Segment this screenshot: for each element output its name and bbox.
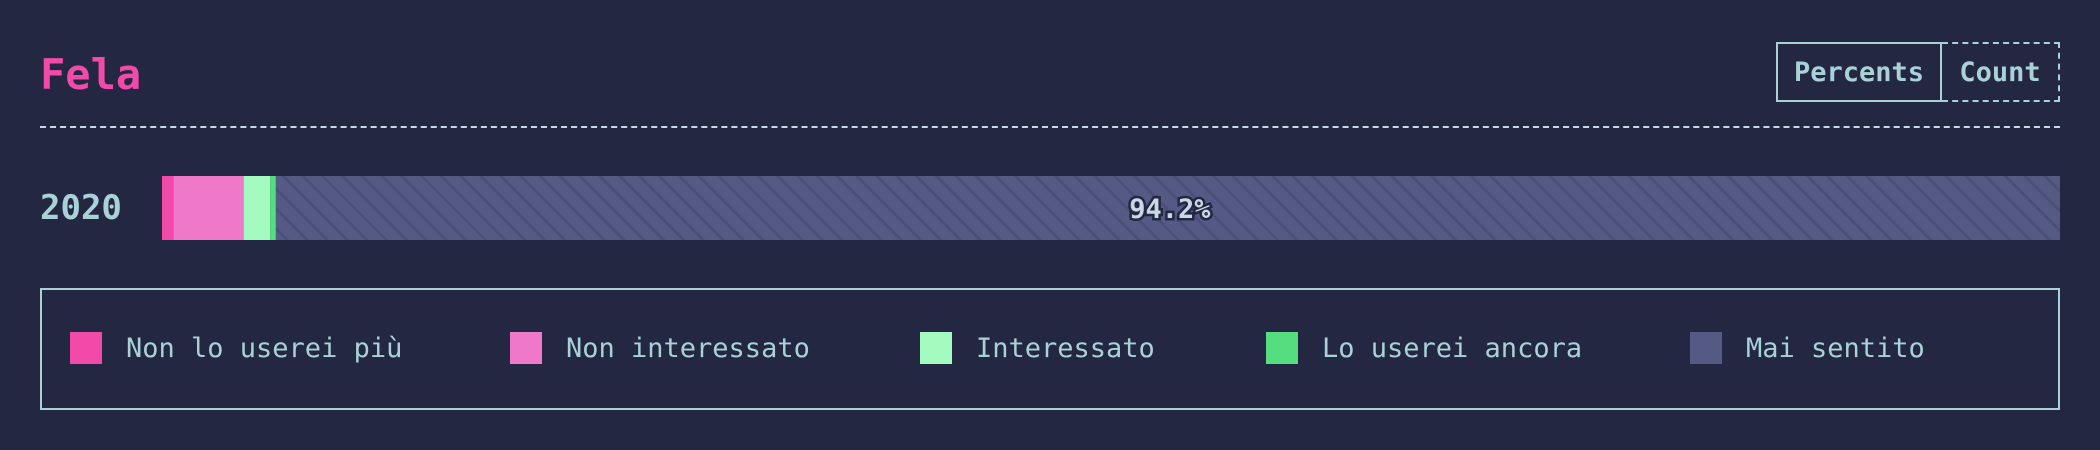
bar-row-2020: 2020 94.2% — [40, 176, 2060, 240]
legend-swatch — [510, 332, 542, 364]
legend-label: Non interessato — [566, 332, 810, 364]
stacked-bar: 94.2% — [162, 176, 2060, 240]
legend-label: Mai sentito — [1746, 332, 1925, 364]
legend-swatch — [1690, 332, 1722, 364]
bar-segment-non-lo-userei-pi-[interactable] — [162, 176, 174, 240]
legend-item-lo-userei-ancora[interactable]: Lo userei ancora — [1266, 331, 1582, 365]
legend-swatch — [70, 332, 102, 364]
legend-item-mai-sentito[interactable]: Mai sentito — [1690, 331, 1925, 365]
legend-swatch — [920, 332, 952, 364]
legend-swatch — [1266, 332, 1298, 364]
bar-data-label: 94.2% — [1129, 194, 1211, 225]
percents-button[interactable]: Percents — [1776, 42, 1942, 102]
bar-segment-mai-sentito[interactable] — [275, 176, 2060, 240]
chart-header: Fela Percents Count — [40, 40, 2060, 128]
legend: Non lo userei più Non interessato Intere… — [40, 288, 2060, 410]
legend-label: Interessato — [976, 332, 1155, 364]
legend-item-interessato[interactable]: Interessato — [920, 331, 1155, 365]
legend-label: Non lo userei più — [126, 332, 403, 364]
category-label: 2020 — [40, 188, 122, 228]
view-toggle: Percents Count — [1776, 42, 2060, 102]
legend-item-non-interessato[interactable]: Non interessato — [510, 331, 810, 365]
bar-segment-lo-userei-ancora[interactable] — [270, 176, 276, 240]
bar-segment-interessato[interactable] — [243, 176, 271, 240]
count-button[interactable]: Count — [1942, 42, 2060, 102]
legend-item-non-lo-userei-piu[interactable]: Non lo userei più — [70, 331, 402, 365]
bar-segment-non-interessato[interactable] — [173, 176, 244, 240]
legend-label: Lo userei ancora — [1322, 332, 1583, 364]
chart-title: Fela — [40, 50, 142, 99]
